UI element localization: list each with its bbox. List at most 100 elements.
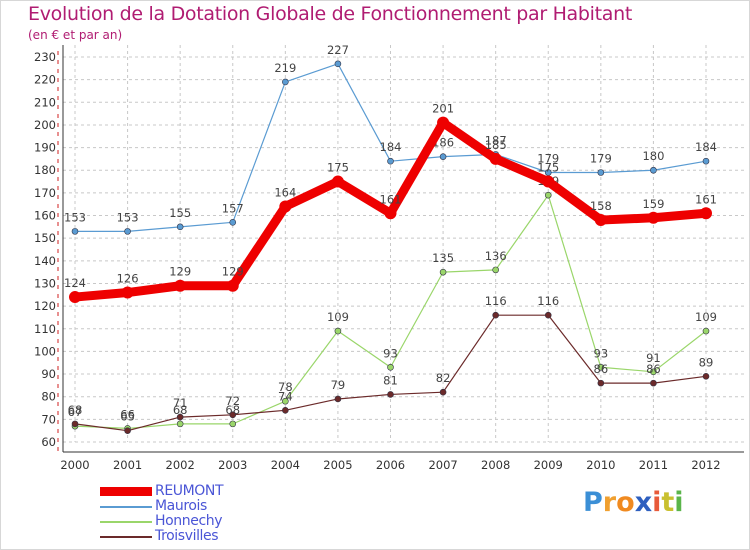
data-label: 81 [383,373,398,387]
x-tick-label: 2011 [639,458,668,472]
legend-swatch [100,487,152,496]
y-tick-label: 140 [34,254,56,268]
legend-item-troisvilles: Troisvilles [100,528,300,544]
proxiti-logo: Proxiti [583,487,684,518]
x-tick-label: 2010 [586,458,615,472]
logo-letter: r [602,487,617,518]
data-point [492,266,499,274]
data-point [124,427,131,434]
data-label: 187 [485,133,507,147]
y-tick-label: 160 [34,209,56,223]
x-tick-label: 2006 [376,458,405,472]
legend-label: REUMONT [155,483,224,499]
legend-swatch [100,536,152,538]
chart-subtitle: (en € et par an) [28,28,123,42]
data-point [69,291,81,304]
data-label: 164 [274,185,296,199]
data-label: 129 [169,265,191,279]
data-point [387,157,394,165]
data-point [229,219,237,226]
data-point [700,207,712,220]
data-label: 71 [173,396,188,410]
data-point [387,363,394,371]
data-label: 185 [485,138,507,152]
data-point [282,78,289,86]
data-point [174,279,187,292]
data-point [650,166,657,174]
data-point [702,373,710,380]
y-tick-label: 150 [34,231,56,245]
data-label: 129 [222,265,244,279]
data-label: 179 [590,152,612,166]
data-label: 91 [646,351,661,365]
data-point [650,379,657,387]
data-point [492,311,499,319]
data-label: 67 [68,405,83,419]
data-point [489,152,502,165]
y-tick-label: 190 [34,141,56,155]
data-label: 93 [383,346,398,360]
y-tick-label: 170 [34,186,56,200]
chart-title: Evolution de la Dotation Globale de Fonc… [28,3,633,25]
data-label: 72 [225,394,240,408]
data-label: 179 [537,152,559,166]
data-label: 159 [642,197,664,211]
data-label: 93 [594,346,609,360]
x-tick-label: 2007 [428,458,457,472]
data-point [176,223,184,231]
logo-letter: t [661,487,675,518]
y-tick-label: 60 [41,435,56,449]
data-point [334,327,342,335]
data-label: 78 [278,380,293,394]
data-label: 161 [380,192,402,206]
data-point [439,153,447,160]
x-tick-label: 2003 [218,458,247,472]
data-label: 136 [485,249,507,263]
data-label: 184 [695,140,717,154]
data-point [279,200,292,213]
data-label: 201 [432,102,454,116]
data-point [334,60,342,68]
x-tick-label: 2000 [60,458,89,472]
data-label: 68 [225,403,240,417]
data-label: 109 [327,310,349,324]
data-point [334,395,342,403]
data-label: 219 [274,61,296,75]
data-label: 86 [594,362,609,376]
data-label: 124 [64,276,86,290]
data-label: 126 [117,272,139,286]
data-point [544,311,552,319]
data-point [437,116,450,129]
data-label: 155 [169,206,191,220]
data-label: 157 [222,201,244,215]
legend: REUMONT Maurois Honnechy Troisvilles [100,483,300,544]
legend-item-reumont: REUMONT [100,483,300,499]
y-tick-label: 220 [34,73,56,87]
data-label: 153 [117,210,139,224]
data-point [71,420,79,428]
data-point [650,368,657,376]
data-point [542,175,555,188]
x-tick-label: 2002 [166,458,195,472]
legend-swatch [100,521,152,523]
data-label: 68 [68,403,83,417]
logo-letter: x [634,487,653,518]
data-label: 79 [331,378,346,392]
y-tick-label: 180 [34,163,56,177]
x-tick-label: 2012 [691,458,720,472]
data-label: 180 [642,149,664,163]
y-tick-label: 70 [41,412,56,426]
data-point [702,157,710,165]
y-tick-label: 100 [34,344,56,358]
data-label: 158 [590,199,612,213]
y-tick-label: 90 [41,367,56,381]
logo-letter: P [583,487,603,518]
logo-letter: i [674,487,684,518]
y-tick-label: 230 [34,50,56,64]
data-point [439,388,447,396]
data-point [176,420,184,428]
data-label: 116 [485,294,507,308]
x-tick-label: 2008 [481,458,510,472]
